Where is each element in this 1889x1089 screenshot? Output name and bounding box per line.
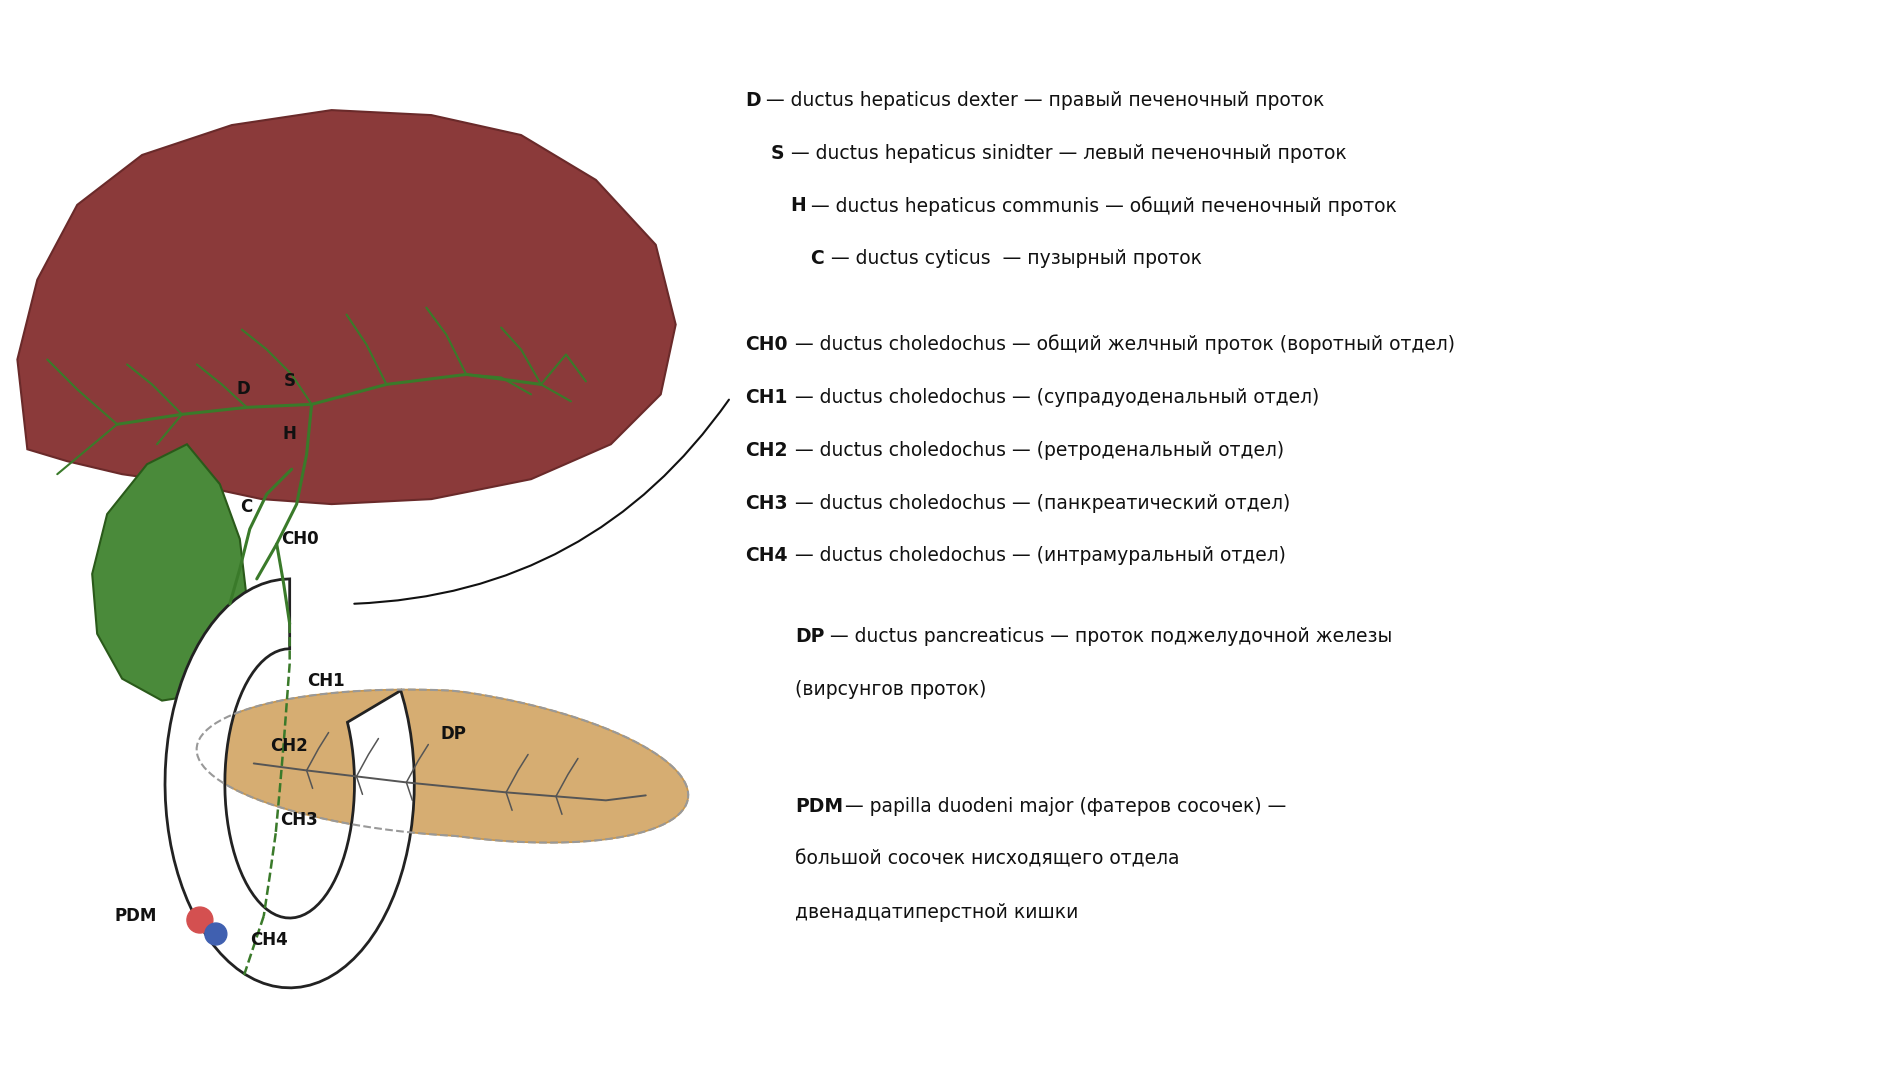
- Text: D: D: [236, 380, 251, 399]
- Text: CH1: CH1: [306, 672, 344, 689]
- Text: CH2: CH2: [744, 441, 788, 460]
- Text: C: C: [240, 498, 251, 516]
- Text: PDM: PDM: [115, 907, 157, 925]
- Text: CH4: CH4: [744, 547, 788, 565]
- Text: CH2: CH2: [270, 737, 308, 756]
- Text: — ductus choledochus — (ретроденальный отдел): — ductus choledochus — (ретроденальный о…: [790, 441, 1285, 460]
- Text: — ductus choledochus — общий желчный проток (воротный отдел): — ductus choledochus — общий желчный про…: [790, 334, 1455, 354]
- Polygon shape: [164, 579, 414, 988]
- Text: — ductus choledochus — (интрамуральный отдел): — ductus choledochus — (интрамуральный о…: [790, 547, 1285, 565]
- Text: H: H: [283, 426, 297, 443]
- Text: CH0: CH0: [744, 335, 788, 354]
- FancyArrowPatch shape: [353, 400, 729, 603]
- Text: большой сосочек нисходящего отдела: большой сосочек нисходящего отдела: [795, 849, 1179, 869]
- Polygon shape: [93, 444, 247, 700]
- Text: CH3: CH3: [280, 811, 317, 830]
- Text: PDM: PDM: [795, 797, 842, 816]
- Text: DP: DP: [795, 627, 824, 646]
- Polygon shape: [196, 689, 688, 843]
- Text: — ductus hepaticus sinidter — левый печеночный проток: — ductus hepaticus sinidter — левый пече…: [784, 144, 1347, 162]
- Circle shape: [187, 907, 213, 933]
- Text: — papilla duodeni major (фатеров сосочек) —: — papilla duodeni major (фатеров сосочек…: [839, 797, 1286, 816]
- Polygon shape: [17, 110, 676, 504]
- Circle shape: [204, 923, 227, 945]
- Text: двенадцатиперстной кишки: двенадцатиперстной кишки: [795, 903, 1079, 921]
- Text: — ductus hepaticus communis — общий печеночный проток: — ductus hepaticus communis — общий пече…: [805, 196, 1396, 216]
- Text: — ductus hepaticus dexter — правый печеночный проток: — ductus hepaticus dexter — правый печен…: [759, 90, 1324, 110]
- Text: CH4: CH4: [249, 931, 287, 949]
- Text: — ductus cyticus  — пузырный проток: — ductus cyticus — пузырный проток: [824, 249, 1201, 268]
- Text: CH0: CH0: [281, 530, 317, 548]
- Text: H: H: [790, 196, 807, 216]
- Text: (вирсунгов проток): (вирсунгов проток): [795, 681, 986, 699]
- Text: D: D: [744, 90, 761, 110]
- Text: S: S: [283, 372, 295, 391]
- Text: — ductus choledochus — (панкреатический отдел): — ductus choledochus — (панкреатический …: [790, 493, 1290, 513]
- Text: CH1: CH1: [744, 388, 788, 407]
- Text: — ductus pancreaticus — проток поджелудочной железы: — ductus pancreaticus — проток поджелудо…: [824, 627, 1392, 646]
- Text: S: S: [771, 144, 784, 162]
- Text: — ductus choledochus — (супрадуоденальный отдел): — ductus choledochus — (супрадуоденальны…: [790, 388, 1319, 407]
- Text: DP: DP: [440, 724, 467, 743]
- Text: CH3: CH3: [744, 493, 788, 513]
- Text: C: C: [810, 249, 824, 268]
